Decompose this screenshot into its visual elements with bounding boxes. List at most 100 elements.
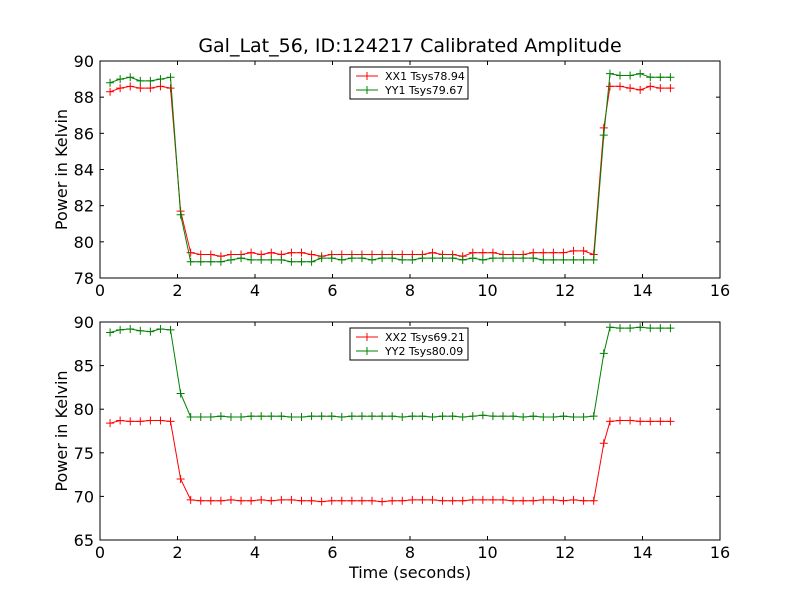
data-point xyxy=(116,75,125,84)
data-point xyxy=(488,254,497,263)
x-tick-label: 10 xyxy=(477,543,497,562)
data-point xyxy=(666,417,675,426)
data-point xyxy=(509,412,518,421)
data-point xyxy=(605,417,614,426)
data-point xyxy=(106,328,115,337)
data-point xyxy=(499,495,507,504)
data-point xyxy=(136,76,145,85)
data-point xyxy=(106,419,115,428)
x-tick-label: 10 xyxy=(477,281,497,300)
data-point xyxy=(126,417,135,426)
data-point xyxy=(589,255,598,264)
data-point xyxy=(605,69,614,78)
data-point xyxy=(317,254,326,263)
y-tick-label: 70 xyxy=(74,487,94,506)
data-point xyxy=(569,495,578,504)
data-point xyxy=(186,257,195,266)
data-point xyxy=(646,417,655,426)
data-point xyxy=(337,413,346,422)
data-point xyxy=(317,412,326,421)
data-point xyxy=(166,325,175,334)
data-point xyxy=(166,417,175,426)
chart-title: Gal_Lat_56, ID:124217 Calibrated Amplitu… xyxy=(198,35,621,57)
data-point xyxy=(539,248,548,257)
y-tick-label: 65 xyxy=(74,531,94,550)
legend-box xyxy=(349,327,469,361)
legend-label: YY1 Tsys79.67 xyxy=(384,84,463,97)
data-point xyxy=(656,417,665,426)
data-point xyxy=(247,248,256,257)
data-point xyxy=(297,413,306,422)
data-point xyxy=(549,495,558,504)
data-point xyxy=(549,255,558,264)
series-line xyxy=(109,73,671,263)
data-point xyxy=(297,257,306,266)
data-point xyxy=(307,412,316,421)
data-point xyxy=(116,84,125,93)
series-2-2 xyxy=(106,323,675,422)
data-point xyxy=(156,324,165,333)
x-tick-label: 16 xyxy=(710,281,730,300)
data-point xyxy=(186,248,195,257)
data-point xyxy=(317,497,326,506)
data-point xyxy=(327,412,336,421)
legend-box xyxy=(349,66,469,100)
y-tick-label: 90 xyxy=(74,313,94,332)
data-point xyxy=(589,496,598,505)
data-point xyxy=(176,210,185,219)
data-point xyxy=(196,413,205,422)
data-point xyxy=(418,495,427,504)
data-point xyxy=(646,73,655,82)
data-point xyxy=(579,246,588,255)
data-point xyxy=(378,497,387,506)
y-tick-label: 80 xyxy=(74,400,94,419)
data-point xyxy=(559,412,568,421)
data-point xyxy=(136,417,145,426)
data-point xyxy=(529,496,538,505)
data-point xyxy=(287,413,296,422)
data-point xyxy=(529,254,538,263)
data-point xyxy=(226,255,235,264)
data-point xyxy=(656,73,665,82)
y-axis-label: Power in Kelvin xyxy=(52,370,71,491)
data-point xyxy=(267,412,276,421)
data-point xyxy=(267,255,276,264)
data-point xyxy=(418,254,427,263)
data-point xyxy=(226,413,235,422)
data-point xyxy=(287,248,296,257)
data-point xyxy=(408,255,417,264)
data-point xyxy=(569,246,578,255)
data-point xyxy=(368,255,377,264)
data-point xyxy=(509,496,518,505)
data-point xyxy=(666,73,675,82)
data-point xyxy=(666,324,675,333)
y-tick-label: 86 xyxy=(74,124,94,143)
data-point xyxy=(196,250,205,259)
data-point xyxy=(368,412,377,421)
data-point xyxy=(509,254,518,263)
data-point xyxy=(559,255,568,264)
data-point xyxy=(605,323,614,332)
x-tick-label: 6 xyxy=(327,281,337,300)
data-point xyxy=(126,324,135,333)
data-point xyxy=(636,85,645,94)
data-point xyxy=(599,123,608,132)
data-point xyxy=(569,255,578,264)
data-point xyxy=(626,84,635,93)
data-point xyxy=(438,496,447,505)
data-point xyxy=(529,412,538,421)
data-point xyxy=(636,417,645,426)
data-point xyxy=(368,496,377,505)
plot-panel-1: 0 2 4 6 8 10 12 14 16 78 80 82 84 86 88 90 Power in Kelv… xyxy=(52,52,730,300)
data-point xyxy=(146,416,155,425)
data-point xyxy=(605,82,614,91)
data-point xyxy=(408,412,417,421)
data-point xyxy=(267,496,276,505)
data-point xyxy=(136,84,145,93)
data-point xyxy=(156,416,165,425)
x-tick-label: 14 xyxy=(632,281,652,300)
data-point xyxy=(616,71,625,80)
y-tick-label: 82 xyxy=(74,197,94,216)
